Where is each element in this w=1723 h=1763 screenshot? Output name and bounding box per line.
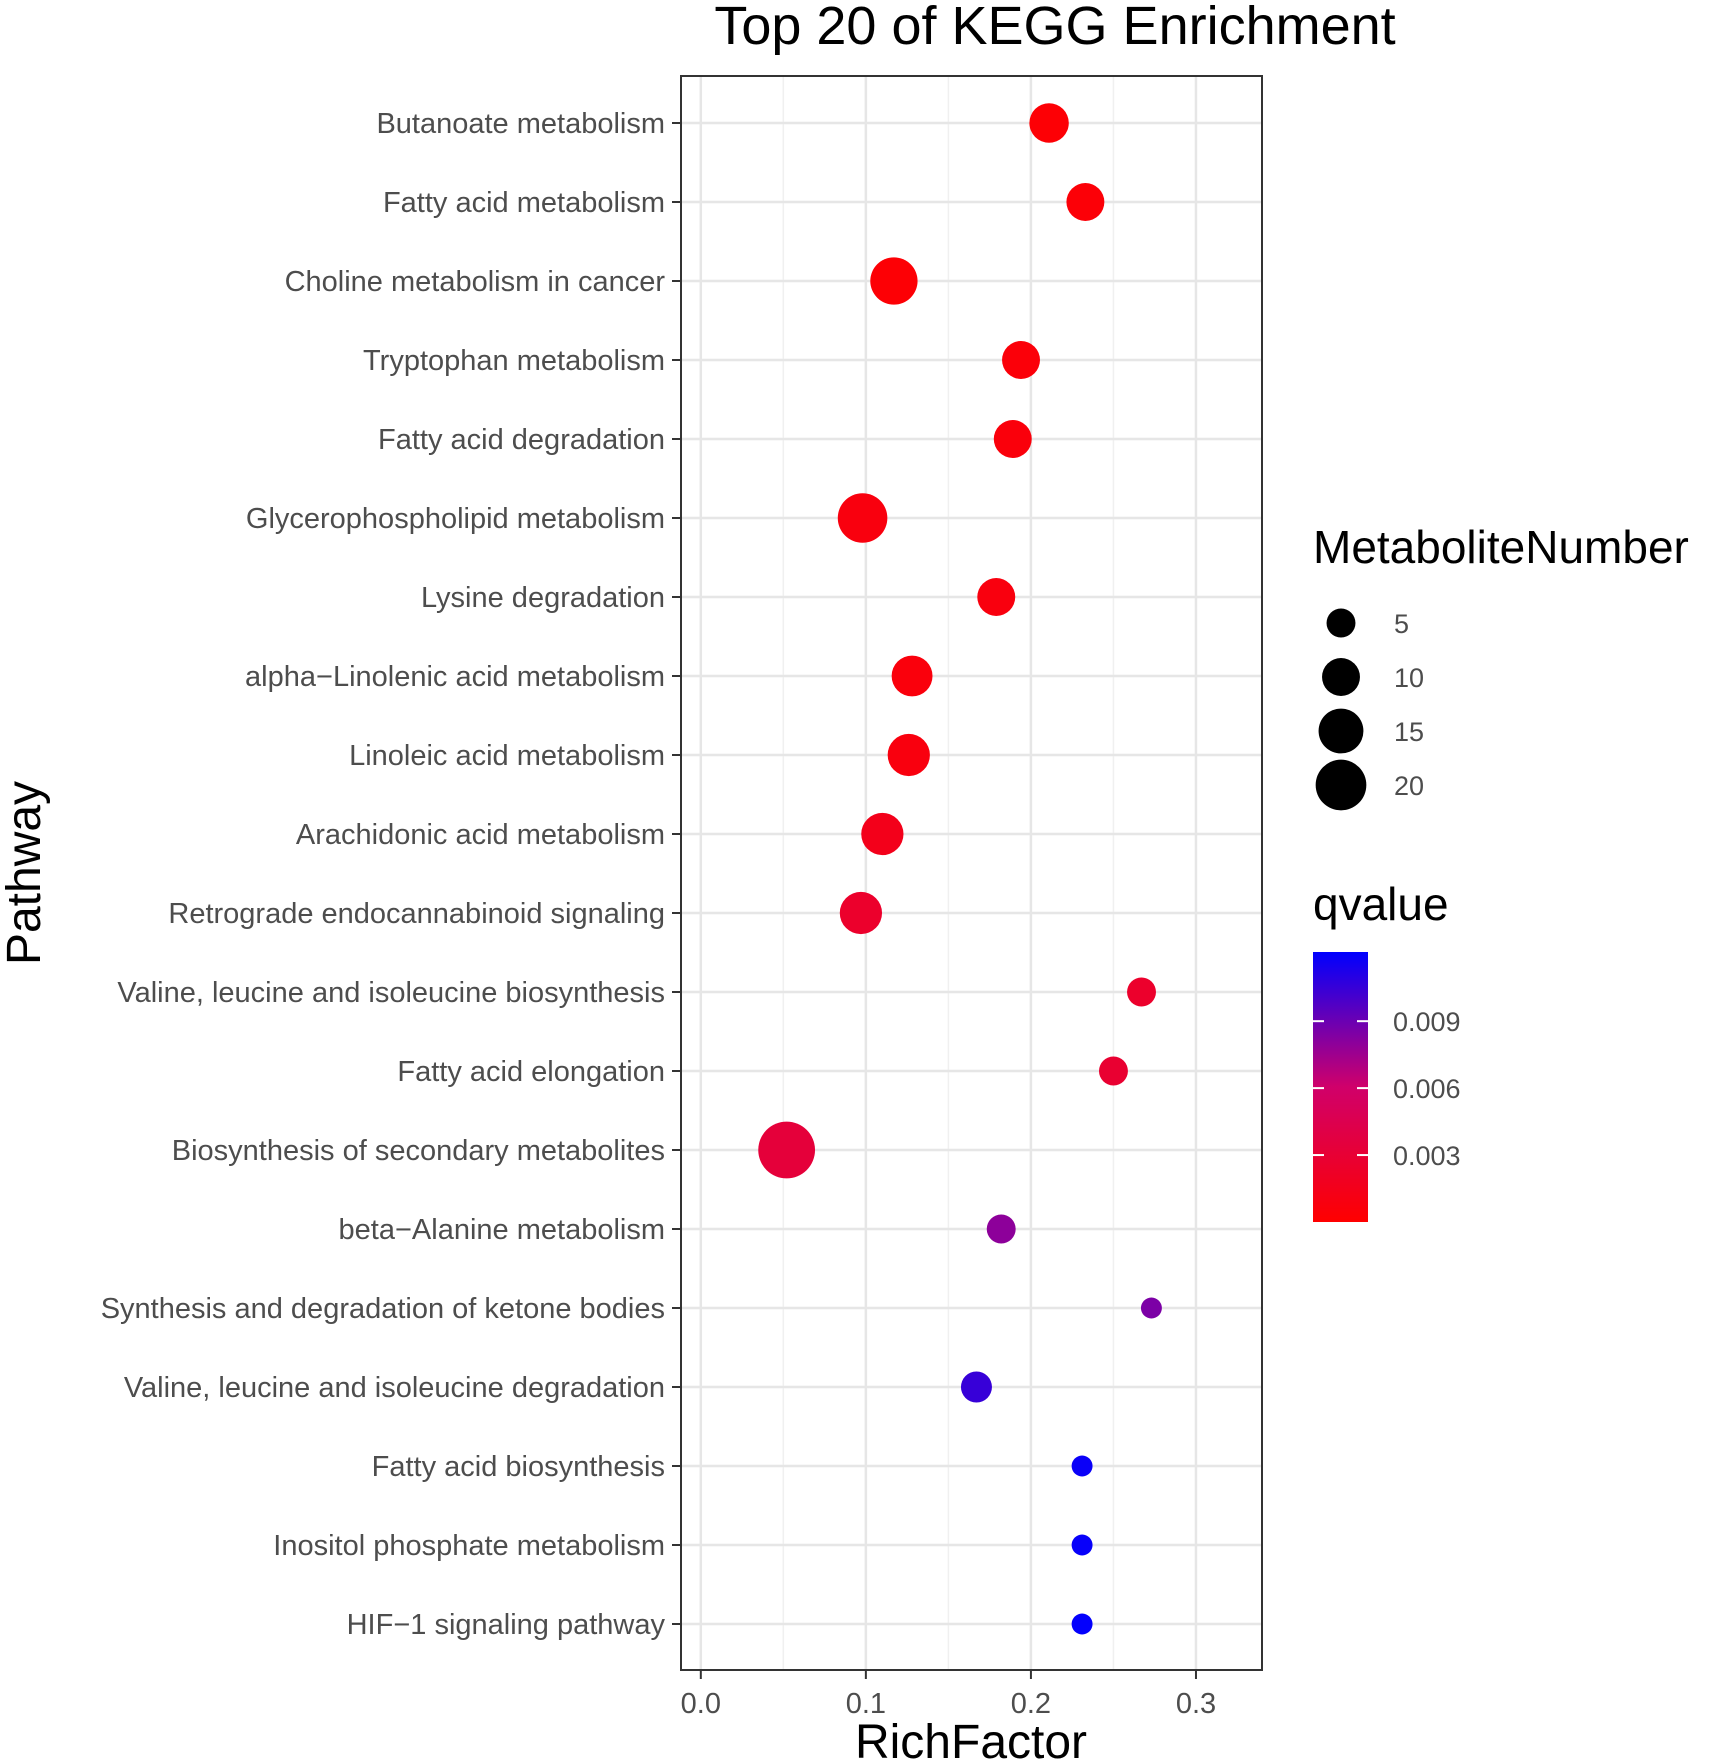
colorbar-label: 0.003 [1393, 1141, 1461, 1171]
data-points [758, 103, 1162, 1635]
size-legend-title: MetaboliteNumber [1313, 521, 1689, 573]
pathway-point [1071, 1613, 1093, 1635]
qvalue-colorbar [1313, 952, 1368, 1222]
pathway-point [870, 257, 918, 305]
size-legend-circle [1322, 658, 1360, 696]
size-legend-label: 5 [1394, 609, 1409, 639]
pathway-label: Valine, leucine and isoleucine biosynthe… [117, 977, 665, 1009]
y-axis-labels: Butanoate metabolism Fatty acid metabolis… [101, 108, 681, 1641]
plot-panel [681, 76, 1262, 1670]
size-legend: 5 10 15 20 [1315, 608, 1424, 811]
color-legend-title: qvalue [1313, 878, 1449, 930]
pathway-label: Tryptophan metabolism [363, 345, 665, 377]
pathway-label: Choline metabolism in cancer [285, 266, 666, 298]
pathway-label: Inositol phosphate metabolism [273, 1530, 665, 1562]
x-tick-label: 0.1 [846, 1688, 886, 1720]
pathway-point [960, 1371, 992, 1403]
pathway-point [1140, 1297, 1162, 1319]
pathway-point [837, 493, 888, 543]
pathway-point [1071, 1455, 1093, 1477]
pathway-point [1071, 1534, 1093, 1556]
y-axis-title: Pathway [0, 781, 51, 965]
pathway-point [891, 655, 933, 697]
x-axis-ticks: 0.0 0.1 0.2 0.3 [681, 1670, 1216, 1720]
pathway-point [839, 891, 883, 935]
pathway-label: Fatty acid biosynthesis [372, 1451, 665, 1483]
pathway-point [993, 420, 1032, 458]
x-tick-label: 0.2 [1011, 1688, 1051, 1720]
pathway-label: Fatty acid elongation [397, 1056, 665, 1088]
pathway-label: Biosynthesis of secondary metabolites [172, 1135, 665, 1167]
size-legend-circle [1315, 759, 1367, 811]
size-legend-circle [1318, 708, 1364, 754]
pathway-point [758, 1121, 816, 1179]
pathway-point [1029, 103, 1069, 143]
pathway-point [861, 812, 904, 856]
plot-border [680, 75, 1263, 1671]
grid-lines [681, 76, 1262, 1670]
chart-title: Top 20 of KEGG Enrichment [714, 0, 1395, 56]
pathway-label: Butanoate metabolism [376, 108, 665, 140]
colorbar-label: 0.006 [1393, 1074, 1461, 1104]
pathway-label: beta−Alanine metabolism [339, 1214, 665, 1246]
size-legend-label: 20 [1394, 771, 1424, 801]
pathway-label: Valine, leucine and isoleucine degradati… [124, 1372, 665, 1404]
pathway-point [1127, 977, 1156, 1007]
pathway-label: HIF−1 signaling pathway [347, 1609, 666, 1641]
pathway-label: Linoleic acid metabolism [349, 740, 665, 772]
pathway-label: Lysine degradation [421, 582, 665, 614]
pathway-point [986, 1214, 1016, 1244]
pathway-label: Glycerophospholipid metabolism [246, 503, 665, 535]
pathway-label: Fatty acid metabolism [383, 187, 665, 219]
pathway-point [1002, 341, 1040, 379]
x-tick-label: 0.3 [1176, 1688, 1216, 1720]
pathway-label: Arachidonic acid metabolism [296, 819, 665, 851]
pathway-point [887, 733, 930, 777]
pathway-point [1098, 1056, 1128, 1086]
pathway-label: alpha−Linolenic acid metabolism [245, 661, 665, 693]
color-legend-ticks: 0.003 0.006 0.009 [1313, 1007, 1461, 1171]
size-legend-label: 15 [1394, 717, 1424, 747]
pathway-point [977, 578, 1016, 616]
pathway-label: Retrograde endocannabinoid signaling [168, 898, 665, 930]
x-tick-label: 0.0 [681, 1688, 721, 1720]
colorbar-label: 0.009 [1393, 1007, 1461, 1037]
x-axis-title: RichFactor [855, 1716, 1087, 1763]
size-legend-circle [1326, 608, 1356, 638]
pathway-label: Fatty acid degradation [378, 424, 665, 456]
pathway-point [1066, 183, 1105, 221]
pathway-label: Synthesis and degradation of ketone bodi… [101, 1293, 665, 1325]
size-legend-label: 10 [1394, 663, 1424, 693]
